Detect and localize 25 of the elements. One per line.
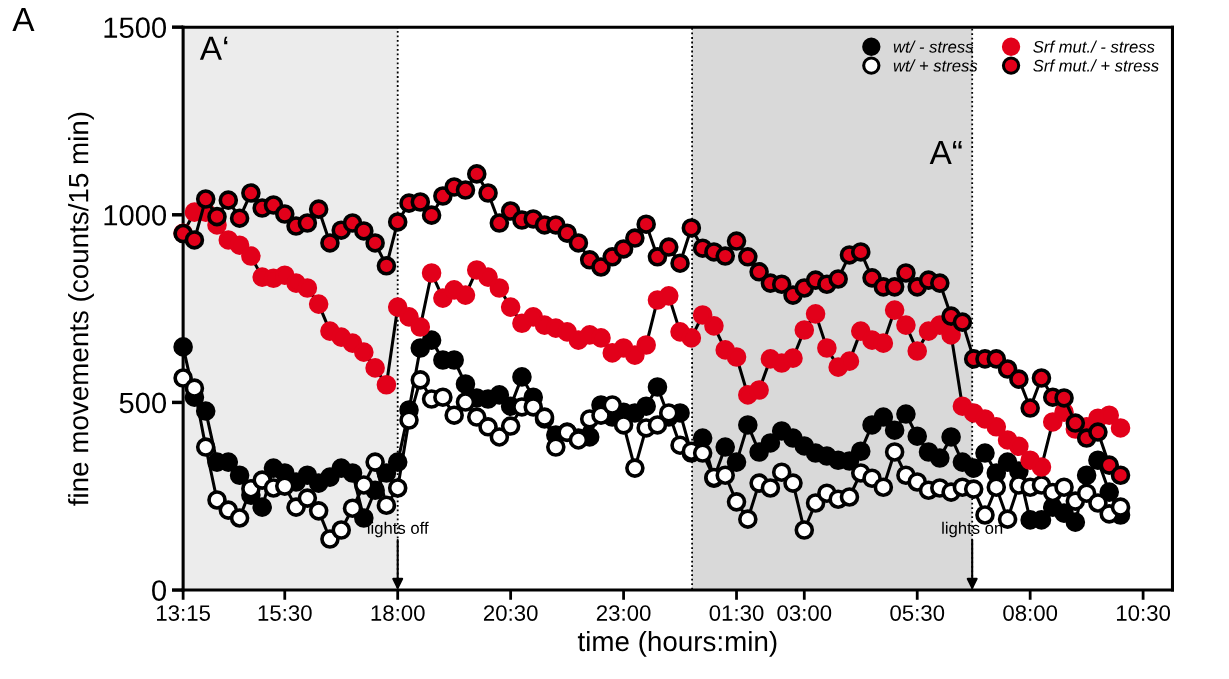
band-label: A“ (929, 140, 962, 164)
legend-label: wt/ + stress (893, 59, 978, 72)
annotation: lights on (942, 521, 1003, 538)
x-tick-label: 03:00 (777, 605, 832, 621)
legend-label: Srf mut./ - stress (1033, 40, 1155, 53)
x-tick-label: 15:30 (258, 605, 312, 621)
x-tick-label: 18:00 (371, 605, 425, 621)
y-tick-label: 1500 (104, 17, 167, 39)
x-tick-label: 01:30 (709, 605, 764, 621)
legend-label: Srf mut./ + stress (1033, 59, 1159, 72)
y-axis-title: fine movements (counts/15 min) (68, 112, 94, 506)
y-tick-label: 1000 (104, 204, 167, 226)
x-tick-label: 13:15 (157, 605, 210, 621)
annotation: lights off (367, 521, 429, 538)
y-tick-label: 500 (119, 392, 167, 414)
x-tick-label: 10:30 (1116, 605, 1171, 621)
legend-label: wt/ - stress (893, 40, 974, 53)
y-tick-label: 0 (152, 580, 167, 601)
x-tick-label: 23:00 (596, 605, 651, 621)
x-tick-label: 05:30 (890, 605, 945, 621)
text: A (12, 8, 35, 31)
x-tick-label: 08:00 (1003, 605, 1058, 621)
x-tick-label: 20:30 (483, 605, 538, 621)
x-axis-title: time (hours:min) (577, 630, 777, 657)
band-label: A‘ (199, 36, 228, 60)
